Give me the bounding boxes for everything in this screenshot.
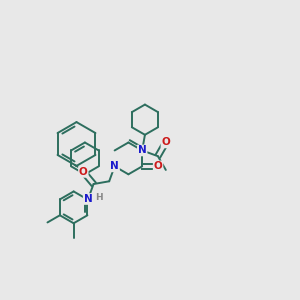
Text: O: O — [79, 167, 88, 177]
Text: O: O — [154, 161, 162, 171]
Text: N: N — [138, 146, 146, 155]
Text: N: N — [84, 194, 92, 204]
Text: H: H — [95, 193, 103, 202]
Text: N: N — [110, 161, 119, 171]
Text: O: O — [161, 137, 170, 147]
